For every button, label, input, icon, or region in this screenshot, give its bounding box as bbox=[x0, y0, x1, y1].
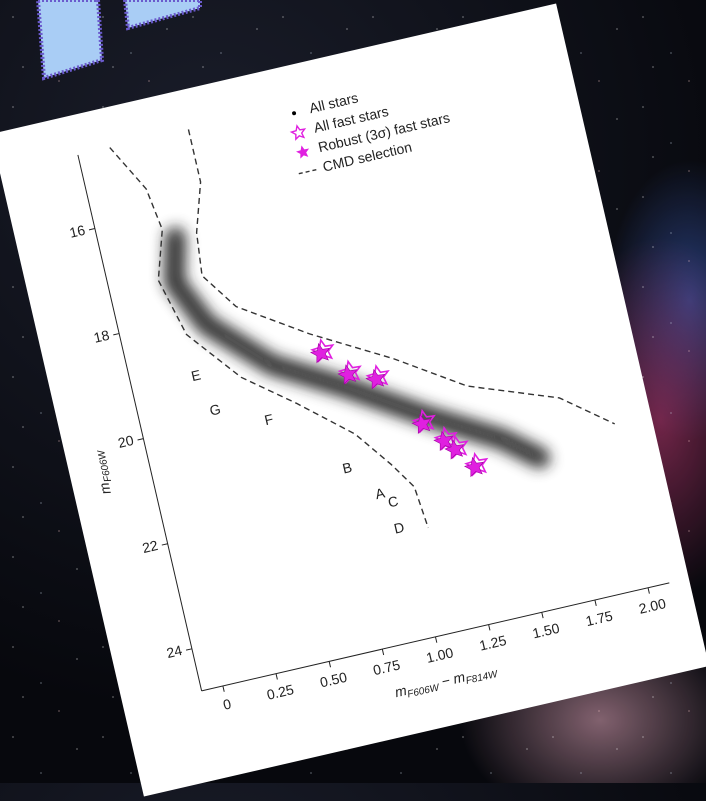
y-tick bbox=[89, 228, 95, 229]
x-tick bbox=[382, 649, 383, 655]
y-tick bbox=[113, 334, 119, 335]
y-tick-label: 18 bbox=[92, 327, 111, 346]
y-tick bbox=[138, 439, 144, 440]
x-tick-label: 0 bbox=[221, 695, 232, 712]
x-tick-label: 1.00 bbox=[425, 644, 455, 666]
x-tick-label: 0.25 bbox=[265, 681, 295, 703]
y-tick-label: 20 bbox=[116, 432, 135, 451]
x-tick-label: 1.75 bbox=[584, 607, 614, 629]
y-tick-label: 22 bbox=[141, 537, 160, 556]
y-tick bbox=[186, 649, 192, 650]
annotation: C bbox=[386, 492, 399, 510]
y-tick-label: 16 bbox=[68, 222, 87, 241]
x-tick-label: 0.50 bbox=[318, 669, 348, 691]
cmd-selection-line bbox=[110, 97, 428, 578]
x-tick-label: 1.50 bbox=[531, 620, 561, 642]
x-tick bbox=[489, 625, 490, 631]
window-panel bbox=[125, 0, 200, 28]
x-axis-label-part: F814W bbox=[465, 668, 500, 686]
x-axis-label: mF606W− mF814W bbox=[393, 661, 500, 703]
annotation: D bbox=[392, 519, 405, 537]
legend-symbol bbox=[295, 144, 311, 159]
y-axis-label: mF606W bbox=[88, 448, 117, 497]
legend-symbol bbox=[299, 170, 317, 174]
annotation: E bbox=[190, 367, 203, 385]
window-panel bbox=[38, 0, 102, 78]
x-tick-label: 1.25 bbox=[478, 632, 508, 654]
cmd-selection-line bbox=[169, 51, 614, 507]
annotation: A bbox=[374, 484, 387, 502]
page: 16 18 20 22 24 0 0.25 0.50 0.75 1.00 1.25 1.50 1.75 2… bbox=[0, 0, 706, 783]
x-tick bbox=[329, 661, 330, 667]
x-tick bbox=[648, 588, 649, 594]
x-tick bbox=[542, 612, 543, 618]
annotation: G bbox=[208, 401, 222, 419]
legend-symbol bbox=[292, 111, 297, 116]
x-axis-label-part: F606W bbox=[406, 682, 441, 700]
x-tick bbox=[223, 686, 224, 692]
y-tick bbox=[162, 544, 168, 545]
star-density bbox=[165, 169, 540, 529]
x-tick bbox=[435, 637, 436, 643]
x-tick bbox=[595, 600, 596, 606]
annotation: B bbox=[341, 459, 354, 477]
x-tick-label: 0.75 bbox=[371, 656, 401, 678]
star-density bbox=[165, 169, 540, 529]
x-axis-label-part: − m bbox=[440, 668, 467, 689]
x-tick bbox=[276, 674, 277, 680]
x-tick-label: 2.00 bbox=[637, 595, 667, 617]
annotation: F bbox=[263, 411, 275, 429]
y-tick-label: 24 bbox=[165, 642, 184, 661]
y-axis-label-part: F606W bbox=[95, 448, 113, 483]
legend-symbol bbox=[290, 124, 306, 139]
